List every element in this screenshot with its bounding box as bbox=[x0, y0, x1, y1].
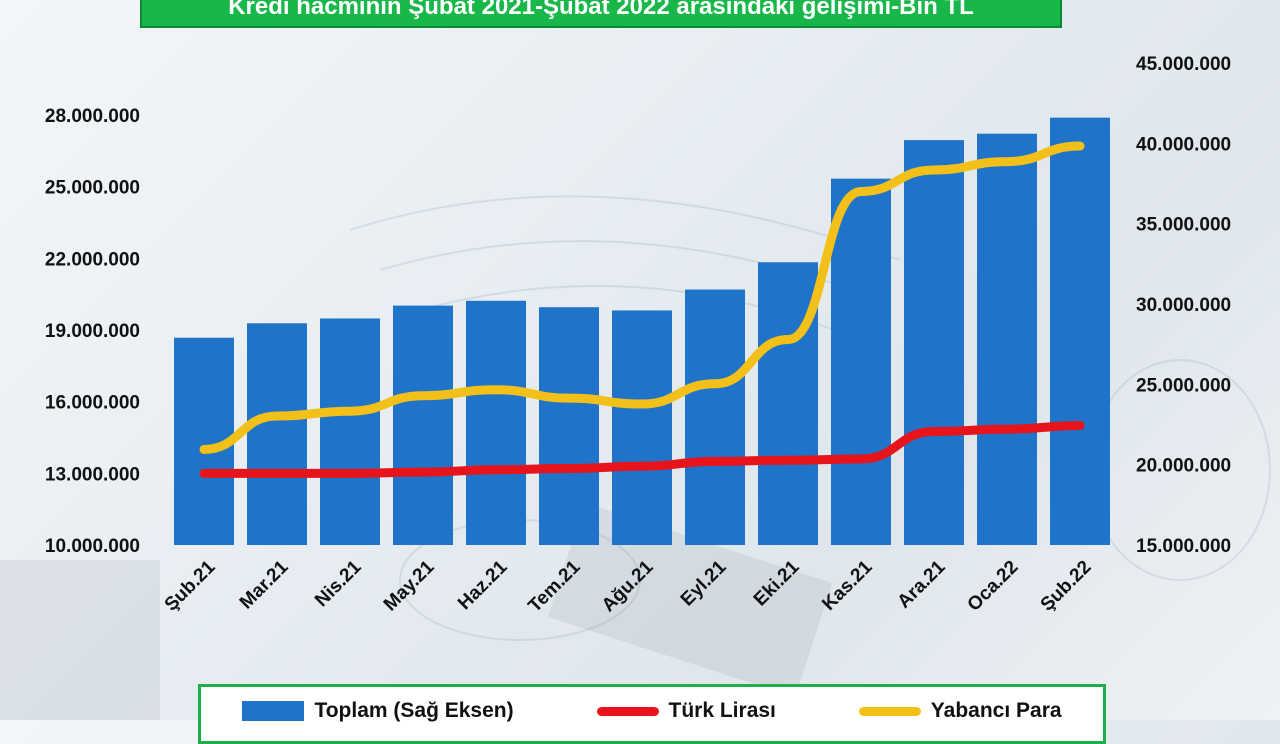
left-axis-tick-label: 28.000.000 bbox=[45, 106, 140, 127]
bar-toplam bbox=[1050, 117, 1110, 546]
x-axis-tick-label: Şub.21 bbox=[161, 556, 220, 615]
bar-toplam bbox=[466, 300, 526, 545]
left-axis-tick-label: 22.000.000 bbox=[45, 249, 140, 270]
bar-toplam bbox=[612, 310, 672, 545]
bar-toplam bbox=[393, 305, 453, 545]
chart-title-banner: Kredi hacminin Şubat 2021-Şubat 2022 ara… bbox=[140, 0, 1062, 28]
right-axis-tick-label: 15.000.000 bbox=[1136, 536, 1231, 557]
bar-toplam bbox=[320, 318, 380, 545]
x-axis-tick-label: Mar.21 bbox=[236, 556, 293, 613]
bar-toplam bbox=[247, 323, 307, 545]
left-axis-tick-label: 13.000.000 bbox=[45, 464, 140, 485]
x-axis-tick-label: Haz.21 bbox=[454, 556, 512, 614]
x-axis-tick-label: Ağu.21 bbox=[598, 556, 658, 616]
legend-swatch-yabanci-para bbox=[858, 706, 921, 716]
right-axis-tick-label: 40.000.000 bbox=[1136, 134, 1231, 155]
x-axis-tick-label: Eyl.21 bbox=[677, 556, 731, 610]
line-yabancı-para bbox=[199, 141, 1085, 454]
legend-item-turk-lirasi: Türk Lirası bbox=[596, 699, 776, 723]
combo-chart: 10.000.000 13.000.000 16.000.000 19.000.000… bbox=[45, 54, 1231, 617]
x-axis-tick-label: Şub.22 bbox=[1037, 557, 1096, 616]
x-axis-tick-label: May.21 bbox=[380, 556, 439, 615]
line-türk-lirası bbox=[199, 421, 1085, 478]
left-axis-tick-label: 25.000.000 bbox=[45, 178, 140, 199]
left-axis-tick-label: 19.000.000 bbox=[45, 321, 140, 342]
bar-toplam bbox=[758, 262, 818, 545]
left-axis-tick-label: 10.000.000 bbox=[45, 536, 140, 557]
x-axis-tick-label: Ara.21 bbox=[894, 556, 950, 612]
right-axis-tick-label: 45.000.000 bbox=[1136, 54, 1231, 75]
x-axis-tick-label: Tem.21 bbox=[524, 556, 584, 616]
bar-toplam bbox=[685, 289, 745, 545]
right-axis-tick-label: 20.000.000 bbox=[1136, 456, 1231, 477]
x-axis-tick-label: Nis.21 bbox=[311, 556, 366, 611]
bar-toplam bbox=[904, 140, 964, 545]
legend-label-yabanci-para: Yabancı Para bbox=[930, 699, 1062, 722]
legend-item-toplam: Toplam (Sağ Eksen) bbox=[242, 699, 514, 723]
x-axis-tick-label: Eki.21 bbox=[750, 556, 804, 610]
legend-label-toplam: Toplam (Sağ Eksen) bbox=[314, 699, 514, 722]
legend-swatch-toplam bbox=[242, 701, 305, 721]
left-axis-tick-label: 16.000.000 bbox=[45, 393, 140, 414]
legend-swatch-turk-lirasi bbox=[596, 706, 659, 716]
x-axis-tick-label: Kas.21 bbox=[818, 556, 876, 614]
bar-toplam bbox=[977, 133, 1037, 545]
right-axis-tick-label: 35.000.000 bbox=[1136, 215, 1231, 236]
chart-title: Kredi hacminin Şubat 2021-Şubat 2022 ara… bbox=[228, 0, 974, 20]
right-axis-tick-label: 30.000.000 bbox=[1136, 295, 1231, 316]
chart-legend: Toplam (Sağ Eksen) Türk Lirası Yabancı P… bbox=[198, 684, 1106, 744]
legend-item-yabanci-para: Yabancı Para bbox=[858, 699, 1062, 723]
legend-label-turk-lirasi: Türk Lirası bbox=[668, 699, 776, 722]
bar-toplam bbox=[831, 178, 891, 545]
right-axis-tick-label: 25.000.000 bbox=[1136, 375, 1231, 396]
bar-toplam bbox=[539, 307, 599, 545]
x-axis-tick-label: Oca.22 bbox=[964, 557, 1023, 616]
